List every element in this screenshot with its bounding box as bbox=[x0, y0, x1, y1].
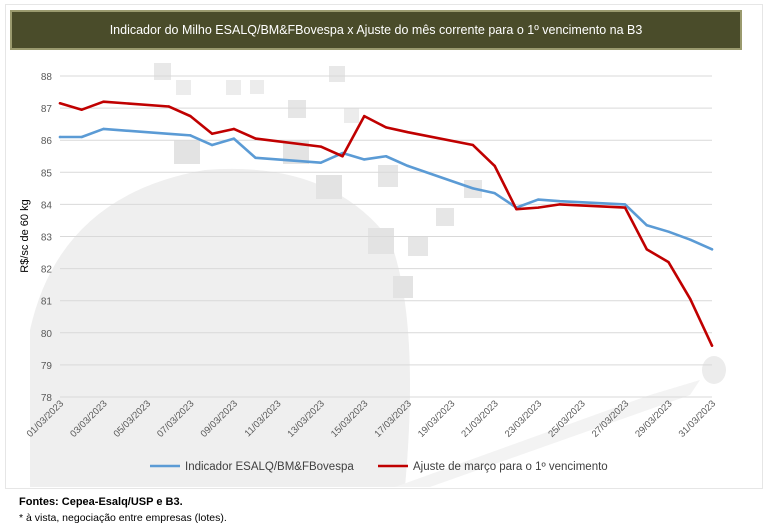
data-point bbox=[341, 155, 344, 158]
data-point bbox=[384, 155, 388, 158]
data-point bbox=[558, 199, 562, 203]
data-point bbox=[645, 224, 648, 227]
x-tick-label: 05/03/2023 bbox=[112, 398, 153, 439]
y-tick-label: 88 bbox=[41, 72, 53, 83]
x-tick-label: 19/03/2023 bbox=[416, 398, 457, 439]
data-point bbox=[102, 127, 105, 131]
data-point bbox=[406, 130, 409, 134]
data-point bbox=[645, 248, 648, 251]
y-tick-label: 81 bbox=[41, 297, 53, 308]
y-tick-label: 87 bbox=[41, 104, 53, 115]
series-line-2 bbox=[58, 100, 714, 347]
x-tick-label: 27/03/2023 bbox=[590, 398, 631, 439]
x-tick-label: 03/03/2023 bbox=[68, 398, 109, 439]
footnote-text: * à vista, negociação entre empresas (lo… bbox=[19, 512, 227, 524]
data-point bbox=[167, 105, 170, 108]
data-point bbox=[319, 161, 322, 164]
data-point bbox=[232, 127, 236, 131]
y-tick-label: 86 bbox=[41, 136, 53, 147]
data-point bbox=[363, 114, 366, 118]
x-tick-label: 11/03/2023 bbox=[243, 398, 284, 439]
x-tick-label: 01/03/2023 bbox=[25, 398, 66, 439]
x-tick-label: 13/03/2023 bbox=[286, 398, 327, 439]
y-tick-label: 83 bbox=[41, 233, 53, 244]
data-point bbox=[58, 102, 62, 105]
data-point bbox=[406, 164, 409, 168]
data-point bbox=[471, 143, 475, 147]
x-tick-label: 09/03/2023 bbox=[199, 398, 240, 439]
legend-label: Indicador ESALQ/BM&FBovespa bbox=[185, 461, 354, 473]
data-point bbox=[710, 248, 714, 251]
data-point bbox=[558, 203, 562, 206]
data-point bbox=[667, 260, 670, 264]
data-point bbox=[363, 158, 366, 161]
x-tick-label: 23/03/2023 bbox=[503, 398, 544, 439]
data-point bbox=[167, 132, 170, 135]
data-point bbox=[80, 135, 83, 139]
data-point bbox=[623, 206, 627, 209]
data-point bbox=[254, 137, 257, 140]
data-point bbox=[667, 230, 670, 233]
data-point bbox=[493, 164, 496, 168]
y-tick-label: 80 bbox=[41, 329, 53, 340]
data-point bbox=[102, 100, 105, 103]
data-point bbox=[232, 137, 236, 140]
data-point bbox=[384, 126, 388, 129]
x-tick-label: 15/03/2023 bbox=[329, 398, 370, 439]
data-point bbox=[80, 108, 83, 111]
data-point bbox=[254, 156, 257, 160]
x-tick-label: 21/03/2023 bbox=[459, 398, 500, 439]
data-point bbox=[471, 187, 475, 190]
x-tick-label: 29/03/2023 bbox=[633, 398, 674, 439]
data-point bbox=[623, 203, 627, 206]
data-point bbox=[210, 132, 214, 135]
series-line-1 bbox=[58, 127, 714, 251]
data-point bbox=[210, 143, 214, 147]
y-axis-label: R$/sc de 60 kg bbox=[19, 199, 31, 272]
x-tick-label: 31/03/2023 bbox=[677, 398, 718, 439]
data-point bbox=[536, 206, 540, 209]
x-tick-label: 07/03/2023 bbox=[155, 398, 196, 439]
data-point bbox=[319, 145, 322, 148]
y-tick-label: 85 bbox=[41, 168, 53, 179]
y-tick-label: 78 bbox=[41, 393, 53, 404]
y-tick-label: 79 bbox=[41, 361, 53, 372]
data-point bbox=[515, 208, 518, 211]
data-point bbox=[189, 114, 192, 118]
data-point bbox=[536, 198, 540, 201]
sources-text: Fontes: Cepea-Esalq/USP e B3. bbox=[19, 496, 183, 508]
data-point bbox=[689, 297, 692, 301]
y-tick-label: 84 bbox=[41, 200, 53, 211]
x-tick-label: 17/03/2023 bbox=[372, 398, 413, 439]
chart-title: Indicador do Milho ESALQ/BM&FBovespa x A… bbox=[10, 10, 742, 50]
data-point bbox=[493, 191, 496, 195]
data-point bbox=[689, 238, 692, 241]
data-point bbox=[710, 344, 714, 347]
data-point bbox=[58, 135, 62, 139]
y-tick-label: 82 bbox=[41, 265, 53, 276]
x-tick-label: 25/03/2023 bbox=[546, 398, 587, 439]
data-point bbox=[189, 134, 192, 137]
legend-label: Ajuste de março para o 1º vencimento bbox=[413, 461, 608, 473]
